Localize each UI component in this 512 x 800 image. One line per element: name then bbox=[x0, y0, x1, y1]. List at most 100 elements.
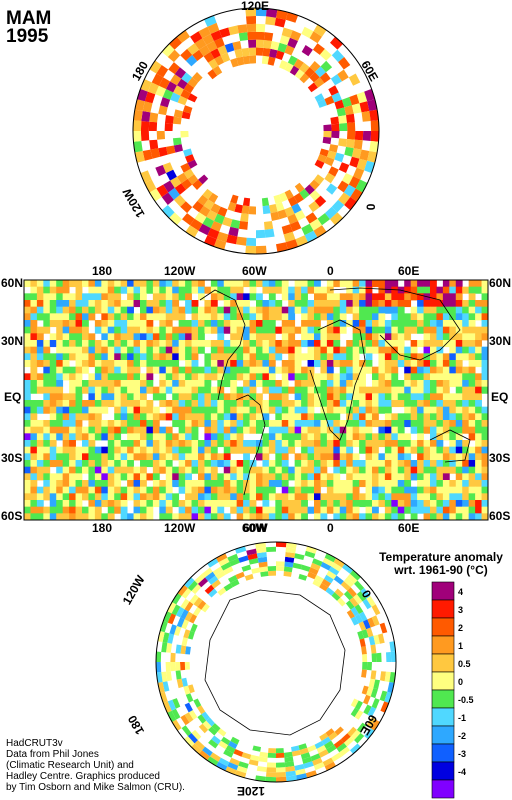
grid-cell bbox=[165, 353, 173, 361]
grid-cell bbox=[56, 306, 64, 314]
grid-cell bbox=[49, 306, 57, 314]
grid-cell bbox=[365, 293, 373, 301]
grid-cell bbox=[481, 480, 489, 488]
grid-cell bbox=[436, 340, 444, 348]
grid-cell bbox=[172, 353, 180, 361]
grid-cell bbox=[314, 393, 321, 401]
grid-cell bbox=[230, 320, 238, 328]
grid-cell bbox=[36, 280, 44, 288]
legend-swatch bbox=[431, 743, 455, 763]
grid-cell bbox=[314, 333, 321, 341]
polar-cell bbox=[205, 571, 216, 582]
grid-cell bbox=[56, 466, 64, 474]
grid-cell bbox=[75, 286, 83, 294]
grid-cell bbox=[268, 333, 276, 341]
grid-cell bbox=[359, 326, 366, 334]
grid-cell bbox=[75, 413, 83, 421]
grid-cell bbox=[404, 466, 412, 474]
grid-cell bbox=[275, 513, 283, 521]
credits: HadCRUT3v Data from Phil Jones (Climatic… bbox=[6, 738, 185, 793]
grid-cell bbox=[314, 346, 321, 354]
grid-cell bbox=[365, 280, 373, 288]
grid-cell bbox=[24, 420, 31, 428]
grid-cell bbox=[307, 340, 315, 348]
grid-cell bbox=[152, 493, 160, 501]
grid-cell bbox=[178, 400, 186, 408]
grid-cell bbox=[397, 340, 405, 348]
grid-cell bbox=[43, 486, 51, 494]
polar-cell bbox=[162, 162, 174, 173]
grid-cell bbox=[288, 506, 296, 514]
grid-cell bbox=[210, 420, 218, 428]
grid-cell bbox=[288, 346, 296, 354]
grid-cell bbox=[36, 420, 44, 428]
polar-cell bbox=[202, 217, 214, 229]
grid-cell bbox=[462, 406, 470, 414]
polar-cell bbox=[160, 621, 168, 633]
polar-cell bbox=[258, 561, 268, 568]
grid-cell bbox=[475, 333, 482, 341]
grid-cell bbox=[30, 406, 38, 414]
legend-swatch bbox=[431, 689, 455, 709]
grid-cell bbox=[281, 333, 289, 341]
grid-cell bbox=[326, 433, 334, 441]
polar-cell bbox=[331, 123, 340, 131]
grid-cell bbox=[417, 406, 424, 414]
grid-cell bbox=[36, 353, 44, 361]
grid-cell bbox=[262, 313, 270, 321]
grid-cell bbox=[365, 453, 373, 461]
grid-cell bbox=[69, 393, 76, 401]
grid-cell bbox=[301, 413, 308, 421]
grid-cell bbox=[410, 306, 418, 314]
grid-cell bbox=[326, 333, 334, 341]
grid-cell bbox=[397, 433, 405, 441]
grid-cell bbox=[268, 466, 276, 474]
grid-cell bbox=[423, 280, 431, 288]
grid-cell bbox=[417, 480, 424, 488]
grid-cell bbox=[62, 406, 70, 414]
grid-cell bbox=[204, 406, 212, 414]
grid-cell bbox=[114, 373, 122, 381]
grid-cell bbox=[359, 380, 366, 388]
grid-cell bbox=[56, 393, 64, 401]
grid-cell bbox=[475, 486, 482, 494]
grid-cell bbox=[69, 366, 76, 374]
grid-cell bbox=[417, 420, 424, 428]
grid-cell bbox=[75, 486, 83, 494]
grid-cell bbox=[249, 380, 257, 388]
grid-cell bbox=[146, 353, 154, 361]
grid-cell bbox=[191, 506, 199, 514]
grid-cell bbox=[146, 306, 154, 314]
grid-cell bbox=[481, 486, 489, 494]
grid-cell bbox=[127, 293, 134, 301]
polar-cell bbox=[176, 617, 185, 628]
grid-cell bbox=[436, 393, 444, 401]
grid-cell bbox=[468, 340, 476, 348]
grid-cell bbox=[346, 420, 354, 428]
grid-cell bbox=[107, 293, 115, 301]
grid-cell bbox=[82, 440, 89, 448]
grid-cell bbox=[140, 473, 147, 481]
polar-cell bbox=[191, 583, 202, 595]
grid-cell bbox=[210, 326, 218, 334]
grid-cell bbox=[468, 513, 476, 521]
grid-cell bbox=[442, 320, 450, 328]
grid-cell bbox=[333, 333, 341, 341]
grid-cell bbox=[475, 493, 482, 501]
polar-cell bbox=[349, 94, 360, 106]
grid-cell bbox=[301, 366, 308, 374]
grid-cell bbox=[191, 446, 199, 454]
grid-cell bbox=[307, 446, 315, 454]
grid-cell bbox=[417, 360, 424, 368]
grid-cell bbox=[223, 313, 231, 321]
polar-cell bbox=[367, 706, 377, 718]
grid-cell bbox=[320, 313, 328, 321]
polar-cell bbox=[366, 717, 376, 729]
grid-cell bbox=[256, 346, 263, 354]
grid-cell bbox=[210, 433, 218, 441]
polar-cell bbox=[319, 148, 329, 157]
grid-cell bbox=[75, 300, 83, 308]
top-lon-120w: 120W bbox=[164, 264, 196, 278]
grid-cell bbox=[275, 306, 283, 314]
grid-cell bbox=[333, 300, 341, 308]
